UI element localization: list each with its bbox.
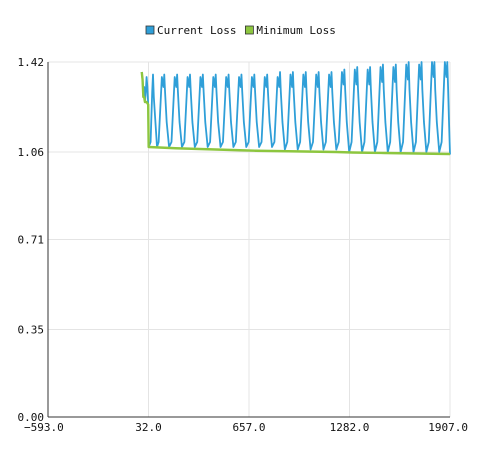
- series-line-minimum-loss: [140, 71, 451, 156]
- legend-swatch: [145, 25, 155, 35]
- x-tick-label: 1282.0: [330, 421, 370, 434]
- x-tick-label: 32.0: [135, 421, 162, 434]
- y-tick-label: 1.06: [18, 146, 45, 159]
- x-tick-label: 657.0: [232, 421, 265, 434]
- tick-labels: 0.00 0.35 0.71 1.06 1.42 −593.0 32.0 657.0 1282.…: [18, 56, 469, 434]
- y-tick-label: 1.42: [18, 56, 45, 69]
- legend-label: Current Loss: [157, 24, 236, 37]
- legend-swatch: [244, 25, 254, 35]
- series-line-current-loss: [140, 61, 451, 155]
- y-tick-label: 0.71: [18, 234, 45, 247]
- grid-lines: [47, 61, 451, 418]
- x-tick-label: 1907.0: [428, 421, 468, 434]
- y-tick-label: 0.00: [18, 411, 45, 424]
- legend: Current Loss Minimum Loss: [145, 24, 336, 37]
- series-layer: [140, 61, 451, 156]
- axes: [47, 62, 450, 418]
- y-tick-label: 0.35: [18, 324, 45, 337]
- legend-label: Minimum Loss: [256, 24, 335, 37]
- x-tick-label: −593.0: [24, 421, 64, 434]
